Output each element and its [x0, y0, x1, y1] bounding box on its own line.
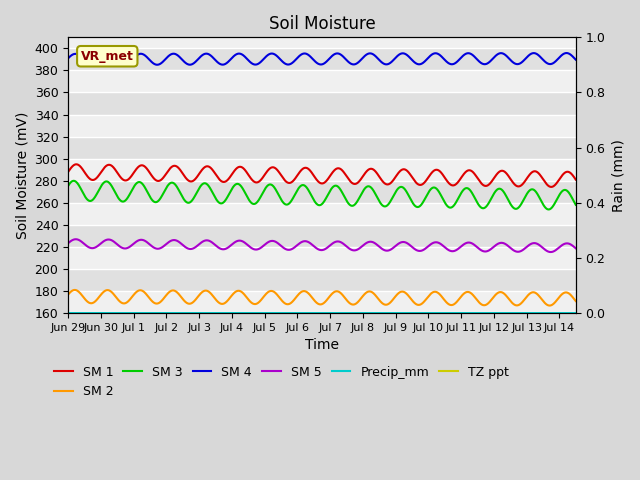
SM 4	[572, 57, 580, 62]
TZ ppt	[557, 310, 564, 316]
Precip_mm	[311, 310, 319, 316]
SM 2	[90, 299, 98, 305]
SM 4	[298, 51, 305, 57]
Bar	[68, 115, 576, 137]
SM 1	[298, 167, 305, 173]
Precip_mm	[557, 310, 564, 316]
SM 4	[557, 53, 565, 59]
SM 4	[90, 61, 98, 67]
SM 2	[464, 289, 472, 295]
SM 3	[464, 186, 472, 192]
SM 5	[90, 245, 98, 251]
SM 2	[298, 289, 305, 295]
Precip_mm	[90, 310, 98, 316]
SM 5	[557, 243, 565, 249]
Precip_mm	[464, 310, 472, 316]
Bar	[68, 225, 576, 247]
SM 5	[298, 239, 305, 245]
SM 3	[557, 189, 565, 195]
SM 3	[298, 182, 305, 188]
Text: VR_met: VR_met	[81, 50, 134, 63]
SM 1	[572, 177, 580, 182]
SM 3	[90, 195, 98, 201]
SM 3	[557, 189, 565, 195]
SM 2	[572, 298, 580, 304]
SM 3	[70, 178, 77, 184]
SM 2	[312, 299, 319, 304]
Legend: SM 1, SM 2, SM 3, SM 4, SM 5, Precip_mm, TZ ppt: SM 1, SM 2, SM 3, SM 4, SM 5, Precip_mm,…	[49, 360, 514, 403]
SM 2	[64, 292, 72, 298]
Line: SM 3: SM 3	[68, 181, 576, 209]
SM 2	[557, 292, 565, 298]
SM 1	[557, 174, 565, 180]
SM 1	[464, 168, 472, 173]
SM 5	[557, 243, 565, 249]
Title: Soil Moisture: Soil Moisture	[269, 15, 375, 33]
SM 1	[64, 169, 72, 175]
Bar	[68, 269, 576, 291]
SM 1	[547, 184, 555, 190]
Bar	[68, 93, 576, 115]
Bar	[68, 48, 576, 71]
Y-axis label: Rain (mm): Rain (mm)	[611, 139, 625, 212]
Bar	[68, 291, 576, 313]
SM 3	[545, 206, 552, 212]
SM 1	[312, 175, 319, 180]
TZ ppt	[298, 310, 305, 316]
TZ ppt	[90, 310, 98, 316]
SM 4	[557, 53, 565, 59]
Bar	[68, 180, 576, 203]
Precip_mm	[298, 310, 305, 316]
Line: SM 1: SM 1	[68, 164, 576, 187]
Precip_mm	[557, 310, 565, 316]
SM 4	[464, 50, 472, 56]
SM 5	[572, 245, 580, 251]
TZ ppt	[464, 310, 472, 316]
SM 5	[312, 244, 319, 250]
Y-axis label: Soil Moisture (mV): Soil Moisture (mV)	[15, 111, 29, 239]
TZ ppt	[64, 310, 72, 316]
Bar	[68, 71, 576, 93]
SM 4	[64, 55, 72, 61]
Line: SM 5: SM 5	[68, 239, 576, 252]
Bar	[68, 247, 576, 269]
SM 4	[312, 59, 319, 64]
SM 1	[90, 177, 98, 182]
Line: SM 4: SM 4	[68, 53, 576, 65]
Line: SM 2: SM 2	[68, 290, 576, 306]
TZ ppt	[557, 310, 565, 316]
SM 5	[64, 240, 72, 246]
Precip_mm	[572, 310, 580, 316]
SM 4	[563, 50, 570, 56]
SM 2	[546, 303, 554, 309]
SM 5	[464, 240, 472, 245]
SM 1	[557, 173, 565, 179]
SM 1	[72, 161, 80, 167]
SM 3	[572, 202, 580, 208]
SM 2	[557, 292, 565, 298]
TZ ppt	[572, 310, 580, 316]
SM 3	[64, 183, 72, 189]
Bar	[68, 137, 576, 159]
TZ ppt	[311, 310, 319, 316]
Bar	[68, 203, 576, 225]
SM 5	[72, 236, 79, 242]
SM 3	[312, 199, 319, 205]
Precip_mm	[64, 310, 72, 316]
X-axis label: Time: Time	[305, 338, 339, 352]
SM 2	[71, 287, 79, 293]
SM 5	[547, 249, 554, 255]
SM 4	[88, 62, 95, 68]
Bar	[68, 159, 576, 180]
